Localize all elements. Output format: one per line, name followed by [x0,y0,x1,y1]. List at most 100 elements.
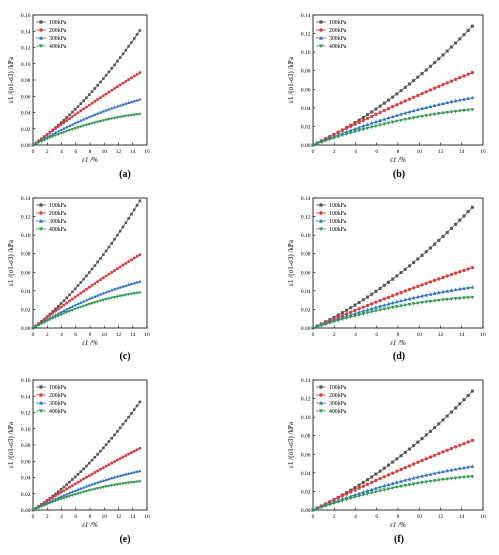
data-point [374,289,378,293]
data-point [370,480,374,485]
data-point [102,446,105,450]
x-tick-label: 14 [459,149,465,155]
data-point [395,113,399,117]
data-point [399,479,403,483]
x-axis-label: ε1 /% [390,521,406,529]
x-tick-label: 8 [89,514,92,520]
data-point [93,455,97,459]
data-point [386,463,390,467]
data-point [470,205,474,209]
data-point [65,492,69,496]
data-point [407,109,412,114]
data-point [130,451,133,455]
y-tick-label: 0.02 [21,307,31,313]
data-point [399,118,403,123]
data-point [399,304,403,308]
data-point [344,316,349,321]
data-point [391,460,395,464]
data-point [138,279,142,283]
data-point [445,100,450,105]
data-point [135,404,139,408]
legend-label: 400kPa [49,409,67,415]
data-point [407,447,411,451]
data-point [462,286,466,290]
data-point [353,121,357,125]
data-point [135,280,139,284]
data-point [369,487,374,492]
data-point [420,474,424,478]
data-point [424,281,428,286]
data-point [102,77,105,80]
data-point [101,109,105,113]
data-point [386,121,391,126]
data-point [138,291,142,295]
data-point [118,115,122,119]
data-point [332,136,336,140]
data-point [386,487,391,491]
data-point [110,461,114,465]
data-point [441,275,445,280]
data-point [441,234,445,238]
legend-marker [319,44,323,49]
data-point [445,477,450,482]
data-point [93,481,97,485]
data-point [90,101,94,105]
data-point [104,298,108,302]
x-tick-label: 16 [480,514,486,520]
data-point [453,476,458,481]
data-point [138,400,142,404]
data-point [84,484,89,488]
data-point [420,437,424,441]
data-point [449,410,453,414]
data-point [370,114,374,119]
data-point [416,460,420,464]
data-point [357,125,362,129]
y-axis-label: ε1 /(σ1-σ3) /kPa [7,56,15,103]
data-point [73,108,77,111]
data-point [441,111,445,116]
data-point [104,464,108,468]
data-point [315,325,320,329]
data-point [115,267,119,271]
data-point [369,121,374,125]
data-point [349,124,353,128]
data-point [382,307,387,312]
y-axis-label: ε1 /(σ1-σ3) /kPa [287,239,295,286]
y-tick-label: 0.00 [301,326,311,332]
data-point [115,286,119,290]
data-point [382,297,386,301]
data-point [138,253,142,257]
data-point [420,301,424,305]
data-point [124,221,128,225]
data-point [45,499,49,503]
data-point [101,298,105,302]
data-point [311,143,315,147]
x-axis-label: ε1 /% [82,339,98,347]
y-tick-label: 0.16 [21,13,31,19]
series-4 [311,295,475,330]
data-point [31,326,35,330]
x-tick-label: 8 [397,514,400,520]
y-tick-label: 0.14 [301,378,311,384]
data-point [124,48,128,52]
data-point [349,490,353,494]
data-point [115,458,119,462]
data-point [395,92,399,96]
data-point [82,289,86,293]
data-point [124,293,128,297]
data-point [453,98,458,103]
data-point [68,480,71,484]
data-point [466,28,470,32]
data-point [82,304,86,308]
data-point [130,76,133,80]
data-point [70,122,74,126]
x-tick-label: 8 [89,149,92,155]
data-point [466,210,470,214]
data-point [399,101,403,105]
data-point [79,300,83,304]
data-point [391,471,395,475]
y-tick-label: 0.06 [301,87,311,93]
data-point [428,292,433,296]
data-point [374,490,378,494]
data-point [415,107,420,112]
